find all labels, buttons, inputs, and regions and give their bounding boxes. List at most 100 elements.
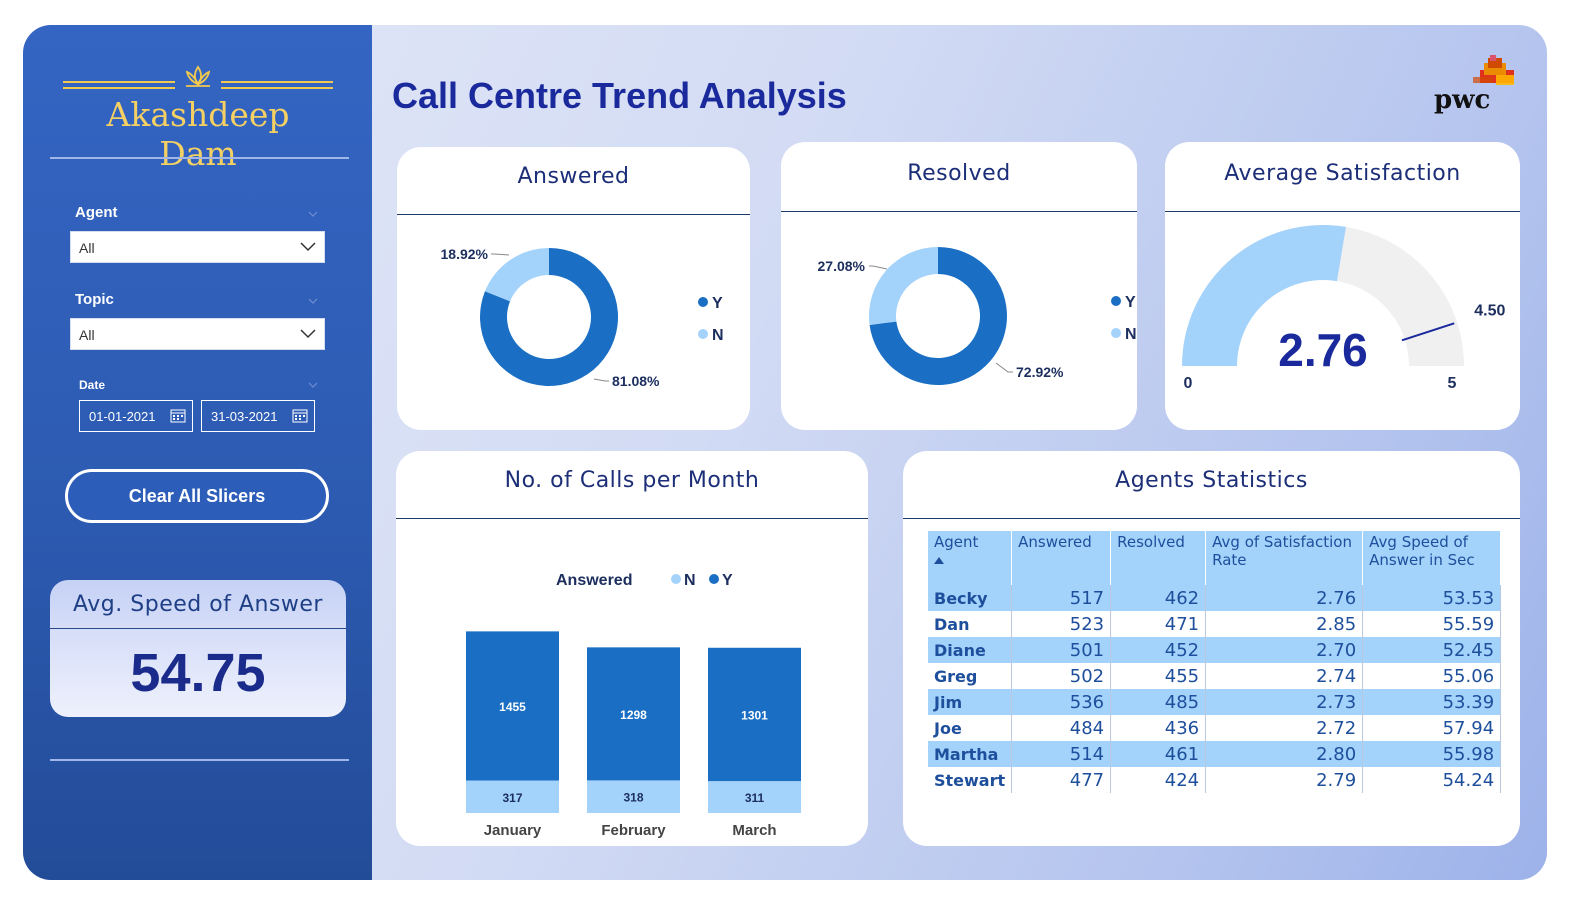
- bar-n-march: [708, 781, 801, 813]
- answered-donut-chart: 81.08% 18.92% YN: [441, 246, 724, 389]
- legend-label-y: Y: [712, 295, 723, 312]
- answered-title: Answered: [517, 164, 630, 189]
- table-row[interactable]: Dan 523 471 2.85 55.59: [928, 611, 1502, 637]
- table-row[interactable]: Jim 536 485 2.73 53.39: [928, 689, 1502, 715]
- agent-dropdown[interactable]: All: [70, 231, 325, 263]
- topic-dropdown-value: All: [79, 327, 95, 343]
- divider: [396, 518, 868, 519]
- column-header[interactable]: Resolved: [1110, 531, 1207, 585]
- table-cell: 485: [1110, 689, 1207, 715]
- x-tick-label: March: [732, 822, 776, 839]
- chevron-down-icon[interactable]: [308, 382, 318, 388]
- chevron-down-icon[interactable]: [308, 298, 318, 304]
- legend-marker-y: [709, 574, 719, 584]
- chevron-down-icon[interactable]: [308, 211, 318, 217]
- table-row[interactable]: Diane 501 452 2.70 52.45: [928, 637, 1502, 663]
- table-cell: 2.85: [1205, 611, 1364, 637]
- table-cell: 455: [1110, 663, 1207, 689]
- legend-label-y: Y: [722, 572, 733, 589]
- leader-line: [491, 253, 510, 256]
- chevron-down-icon: [300, 242, 316, 252]
- table-cell: 55.06: [1362, 663, 1502, 689]
- agent-name-cell: Dan: [928, 611, 1013, 637]
- dashboard-frame: Akashdeep Dam Agent All Topic All Date 0…: [23, 25, 1547, 880]
- calendar-icon[interactable]: [292, 408, 308, 423]
- agents-table: Agent Answered Resolved Avg of Satisfaction…: [928, 531, 1502, 793]
- legend-title: Answered: [556, 572, 632, 589]
- bar-n-january: [466, 780, 559, 813]
- answered-card: Answered 81.08% 18.92% Y N: [397, 147, 750, 430]
- gauge-max-label: 5: [1448, 375, 1457, 392]
- resolved-donut-chart: 72.92% 27.08% YN: [818, 247, 1137, 385]
- column-header[interactable]: Agent: [928, 531, 1013, 585]
- table-row[interactable]: Martha 514 461 2.80 55.98: [928, 741, 1502, 767]
- column-header[interactable]: Avg of Satisfaction Rate: [1205, 531, 1364, 585]
- date-from-input[interactable]: 01-01-2021: [79, 400, 193, 432]
- table-cell: 57.94: [1362, 715, 1502, 741]
- donut-slice-y: [869, 247, 1007, 385]
- legend-marker-n: [671, 574, 681, 584]
- gauge-fill: [1182, 225, 1346, 366]
- agents-title: Agents Statistics: [1115, 468, 1308, 493]
- date-slicer-label: Date: [79, 378, 106, 392]
- column-header[interactable]: Avg Speed of Answer in Sec: [1362, 531, 1502, 585]
- column-header[interactable]: Answered: [1011, 531, 1112, 585]
- agent-name-cell: Greg: [928, 663, 1013, 689]
- date-to-input[interactable]: 31-03-2021: [201, 400, 315, 432]
- calendar-icon[interactable]: [170, 408, 186, 423]
- table-cell: 2.80: [1205, 741, 1364, 767]
- divider: [397, 214, 750, 215]
- satisfaction-card: Average Satisfaction 2.76 4.50 0 5: [1165, 142, 1520, 430]
- clear-all-slicers-button[interactable]: Clear All Slicers: [65, 469, 329, 523]
- donut-slice-y: [480, 248, 618, 386]
- topic-dropdown[interactable]: All: [70, 318, 325, 350]
- bar-n-february: [587, 780, 680, 813]
- divider: [50, 157, 349, 159]
- table-cell: 514: [1011, 741, 1112, 767]
- brand-name: Akashdeep Dam: [106, 95, 290, 173]
- agent-name-cell: Becky: [928, 585, 1013, 611]
- agent-name-cell: Martha: [928, 741, 1013, 767]
- agent-name-cell: Diane: [928, 637, 1013, 663]
- data-label-y: 81.08%: [612, 373, 660, 389]
- table-cell: 424: [1110, 767, 1207, 793]
- agents-statistics-card: Agents Statistics Agent Answered Resolved A…: [903, 451, 1520, 846]
- resolved-card: Resolved 72.92% 27.08% Y N: [781, 142, 1137, 430]
- pwc-logo: pwc: [1428, 55, 1518, 120]
- legend-label-n: N: [712, 327, 724, 344]
- legend-label-n: N: [684, 572, 696, 589]
- brand-logo: Akashdeep Dam: [63, 65, 333, 173]
- data-label-y: 1298: [620, 708, 647, 722]
- legend-marker-n: [698, 329, 708, 339]
- table-cell: 2.72: [1205, 715, 1364, 741]
- gauge-min-label: 0: [1184, 375, 1193, 392]
- table-cell: 536: [1011, 689, 1112, 715]
- calls-title: No. of Calls per Month: [504, 468, 760, 493]
- data-label-y: 1301: [741, 708, 768, 722]
- table-row[interactable]: Becky 517 462 2.76 53.53: [928, 585, 1502, 611]
- table-cell: 54.24: [1362, 767, 1502, 793]
- agent-slicer-label: Agent: [75, 204, 118, 221]
- data-label-n: 27.08%: [818, 258, 866, 274]
- sort-ascending-icon[interactable]: [934, 557, 944, 564]
- legend-marker-y: [698, 297, 708, 307]
- donut-slice-n: [484, 248, 549, 302]
- x-tick-label: January: [484, 822, 542, 839]
- divider: [50, 759, 349, 761]
- table-row[interactable]: Stewart 477 424 2.79 54.24: [928, 767, 1502, 793]
- legend-marker-y: [1111, 296, 1121, 306]
- gauge-target-label: 4.50: [1474, 302, 1505, 319]
- legend-label-y: Y: [1125, 294, 1136, 311]
- calls-per-month-card: No. of Calls per Month Answered N Y 317 1455…: [396, 451, 868, 846]
- table-cell: 55.98: [1362, 741, 1502, 767]
- data-label-n: 317: [502, 791, 522, 805]
- divider: [50, 628, 346, 629]
- table-cell: 2.79: [1205, 767, 1364, 793]
- table-cell: 2.74: [1205, 663, 1364, 689]
- table-row[interactable]: Joe 484 436 2.72 57.94: [928, 715, 1502, 741]
- calls-bar-chart: Answered N Y 317 1455 January 318 1298 February 3…: [466, 572, 801, 839]
- table-row[interactable]: Greg 502 455 2.74 55.06: [928, 663, 1502, 689]
- bar-y-march: [708, 647, 801, 782]
- table-cell: 523: [1011, 611, 1112, 637]
- avg-speed-kpi-card: Avg. Speed of Answer 54.75: [50, 580, 346, 717]
